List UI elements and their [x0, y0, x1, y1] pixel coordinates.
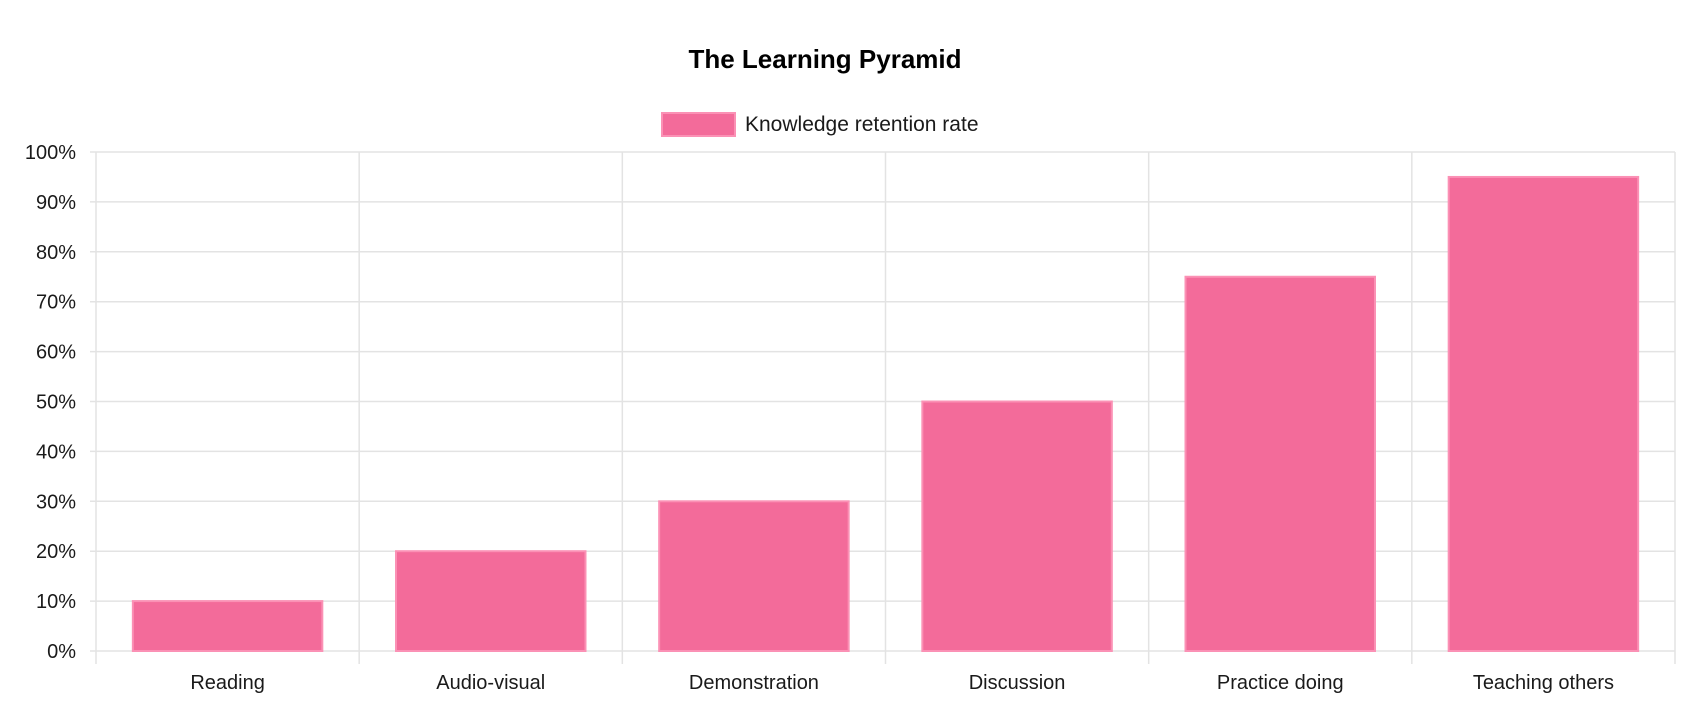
bar[interactable] — [1184, 275, 1376, 652]
bar[interactable] — [1447, 175, 1640, 652]
bars — [131, 175, 1640, 653]
y-tick-label: 10% — [36, 591, 76, 613]
x-tick-label: Practice doing — [1217, 672, 1344, 694]
y-tick-label: 100% — [25, 142, 76, 164]
chart-title: The Learning Pyramid — [688, 44, 961, 74]
y-tick-label: 90% — [36, 192, 76, 214]
y-tick-label: 30% — [36, 491, 76, 513]
x-axis: Reading Audio-visual Demonstration Discussi… — [190, 672, 1614, 694]
bar[interactable] — [131, 600, 324, 652]
x-tick-label: Reading — [190, 672, 265, 694]
y-tick-label: 70% — [36, 292, 76, 314]
bar[interactable] — [658, 500, 850, 652]
y-tick-label: 80% — [36, 242, 76, 264]
bar[interactable] — [921, 400, 1113, 652]
y-tick-label: 0% — [47, 641, 76, 663]
y-tick-label: 50% — [36, 392, 76, 414]
y-tick-label: 20% — [36, 541, 76, 563]
x-tick-label: Demonstration — [689, 672, 819, 694]
bar[interactable] — [395, 550, 587, 653]
legend-swatch — [661, 112, 736, 137]
y-tick-label: 40% — [36, 441, 76, 463]
y-axis: 0% 10% 20% 30% 40% 50% 60% 70% 80% 90% 100% — [25, 142, 76, 663]
y-tick-label: 60% — [36, 342, 76, 364]
legend-label: Knowledge retention rate — [745, 113, 979, 136]
grid-lines — [90, 151, 1676, 664]
x-tick-label: Teaching others — [1473, 672, 1614, 694]
x-tick-label: Discussion — [969, 672, 1066, 694]
x-tick-label: Audio-visual — [436, 672, 545, 694]
legend[interactable]: Knowledge retention rate — [661, 112, 979, 137]
